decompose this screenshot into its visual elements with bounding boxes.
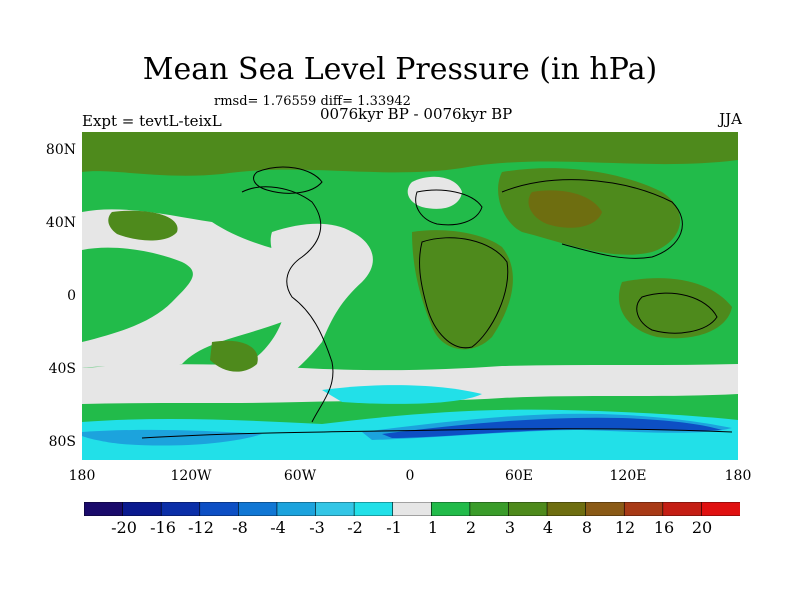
north-pacific-positive-region xyxy=(108,210,178,241)
coastlines xyxy=(141,166,733,439)
europe-coastline xyxy=(415,189,483,226)
lon-tick-label: 180 xyxy=(724,468,752,484)
americas-coastline xyxy=(241,186,334,423)
colorbar-label: -4 xyxy=(270,518,286,537)
colorbar-label: 2 xyxy=(465,518,477,537)
colorbar-label: -2 xyxy=(347,518,363,537)
south-pacific-positive-region xyxy=(210,340,258,372)
southern-neutral-band xyxy=(82,364,738,404)
colorbar-label: 16 xyxy=(653,518,675,537)
colorbar-label: 12 xyxy=(614,518,636,537)
stats-label: rmsd= 1.76559 diff= 1.33942 xyxy=(214,94,411,109)
lat-tick-label: 80S xyxy=(48,434,76,450)
lat-tick-label: 0 xyxy=(67,288,76,304)
experiment-label: Expt = tevtL-teixL xyxy=(82,112,222,130)
colorbar-label: 8 xyxy=(581,518,593,537)
arctic-positive-region xyxy=(82,132,738,176)
colorbar-label: -8 xyxy=(232,518,248,537)
colorbar xyxy=(83,501,741,520)
ross-low-region xyxy=(82,429,262,446)
atlantic-neutral-region xyxy=(172,223,373,402)
colorbar-swatch xyxy=(546,501,587,517)
australia-coastline xyxy=(636,292,718,334)
asia-strong-positive-region xyxy=(528,190,602,228)
lon-tick-label: 120E xyxy=(609,468,647,484)
colorbar-swatch xyxy=(469,501,510,517)
lat-tick-label: 80N xyxy=(45,142,76,158)
antarctic-low-region xyxy=(322,385,482,404)
period-label: 0076kyr BP - 0076kyr BP xyxy=(320,105,513,123)
lon-tick-label: 180 xyxy=(68,468,96,484)
asia-coastline xyxy=(501,179,683,259)
colorbar-swatch xyxy=(315,501,355,517)
colorbar-swatch xyxy=(83,501,124,517)
colorbar-swatches xyxy=(83,501,741,517)
figure-title: Mean Sea Level Pressure (in hPa) xyxy=(142,52,658,87)
europe-neutral-region xyxy=(407,176,462,209)
colorbar-swatch xyxy=(199,501,240,517)
map-canvas xyxy=(82,132,738,460)
lon-tick-label: 60E xyxy=(504,468,534,484)
colorbar-swatch xyxy=(238,501,278,517)
season-label: JJA xyxy=(719,110,742,128)
greenland-coastline xyxy=(253,166,323,194)
colorbar-swatch xyxy=(392,501,433,517)
colorbar-swatch xyxy=(623,501,664,517)
australia-positive-region xyxy=(618,278,732,339)
colorbar-label: 1 xyxy=(427,518,439,537)
lat-tick-label: 40N xyxy=(45,215,76,231)
colorbar-swatch xyxy=(160,501,201,517)
colorbar-swatch xyxy=(508,501,548,517)
pressure-map xyxy=(82,132,738,460)
lon-tick-label: 60W xyxy=(283,468,317,484)
colorbar-label: -16 xyxy=(150,518,176,537)
colorbar-swatch xyxy=(353,501,394,517)
antarctica-coastline xyxy=(141,428,733,439)
colorbar-label: -1 xyxy=(386,518,402,537)
colorbar-swatch xyxy=(585,501,626,517)
colorbar-swatch xyxy=(276,501,317,517)
colorbar-swatch xyxy=(122,501,162,517)
colorbar-label: -20 xyxy=(111,518,137,537)
colorbar-label: -12 xyxy=(188,518,214,537)
colorbar-label: 20 xyxy=(691,518,713,537)
antarctic-deep-low-band xyxy=(382,417,722,438)
colorbar-label: 3 xyxy=(504,518,516,537)
colorbar-label: -3 xyxy=(309,518,325,537)
colorbar-swatch xyxy=(430,501,471,517)
lon-tick-label: 0 xyxy=(405,468,415,484)
lon-tick-label: 120W xyxy=(170,468,212,484)
colorbar-label: 4 xyxy=(542,518,554,537)
colorbar-swatch xyxy=(662,501,703,517)
africa-coastline xyxy=(419,237,509,349)
colorbar-swatch xyxy=(701,501,741,517)
lat-tick-label: 40S xyxy=(48,361,76,377)
africa-positive-region xyxy=(412,230,513,350)
pacific-neutral-region xyxy=(82,209,325,368)
